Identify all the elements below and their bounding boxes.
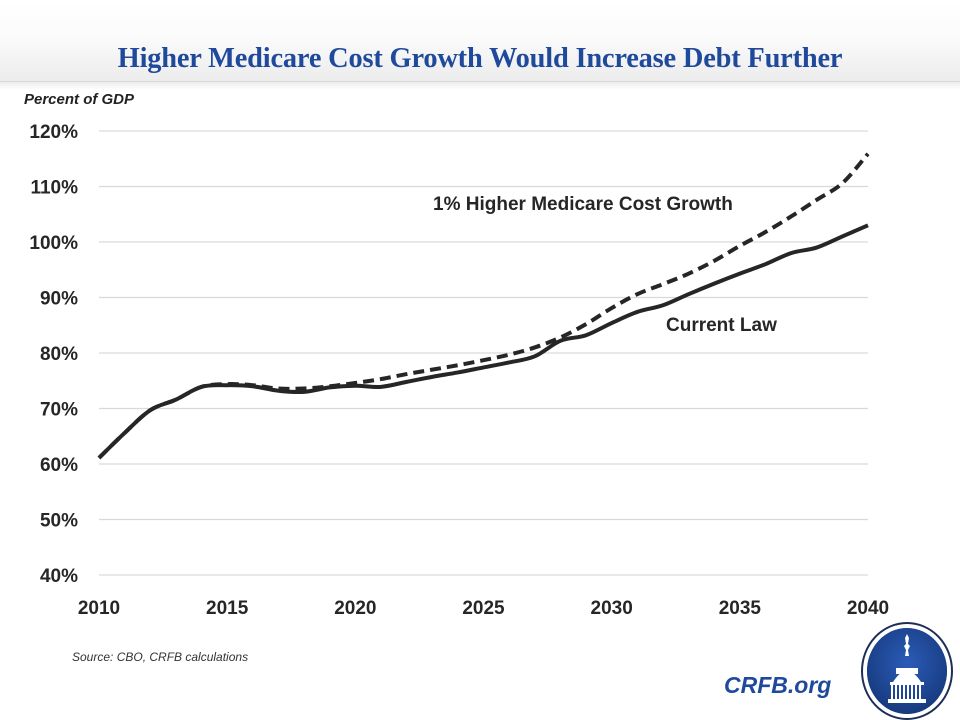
y-tick-label: 100% <box>29 233 78 254</box>
series-label-higher-medicare: 1% Higher Medicare Cost Growth <box>433 194 733 215</box>
x-tick-labels: 2010 2015 2020 2025 2030 2035 2040 <box>78 598 889 619</box>
y-tick-label: 70% <box>40 400 78 421</box>
x-tick-label: 2015 <box>206 598 249 619</box>
y-tick-label: 90% <box>40 289 78 310</box>
title-shadow <box>0 82 960 90</box>
series-line-higher-medicare <box>97 152 870 460</box>
y-tick-label: 120% <box>29 122 78 143</box>
brand-link[interactable]: CRFB.org <box>724 672 832 698</box>
series-line-current-law <box>97 223 869 460</box>
x-tick-label: 2020 <box>334 598 376 619</box>
series-lines <box>97 152 870 460</box>
x-tick-label: 2025 <box>462 598 505 619</box>
y-tick-label: 50% <box>40 511 78 532</box>
gridlines <box>99 130 868 576</box>
chart-title: Higher Medicare Cost Growth Would Increa… <box>117 42 843 74</box>
x-tick-label: 2030 <box>591 598 633 619</box>
y-tick-label: 110% <box>30 178 78 199</box>
y-tick-label: 40% <box>40 566 78 587</box>
y-tick-label: 80% <box>40 344 78 365</box>
capitol-dome-seal-icon <box>861 622 953 720</box>
title-band <box>0 0 960 82</box>
y-axis-label: Percent of GDP <box>24 91 135 108</box>
series-label-current-law: Current Law <box>666 315 777 336</box>
source-note: Source: CBO, CRFB calculations <box>72 650 249 664</box>
x-tick-label: 2010 <box>78 598 120 619</box>
series-labels: 1% Higher Medicare Cost Growth Current L… <box>433 194 777 336</box>
y-tick-label: 60% <box>40 455 78 476</box>
x-tick-label: 2035 <box>719 598 762 619</box>
x-tick-label: 2040 <box>847 598 889 619</box>
y-tick-labels: 40% 50% 60% 70% 80% 90% 100% 110% 120% <box>29 122 78 587</box>
